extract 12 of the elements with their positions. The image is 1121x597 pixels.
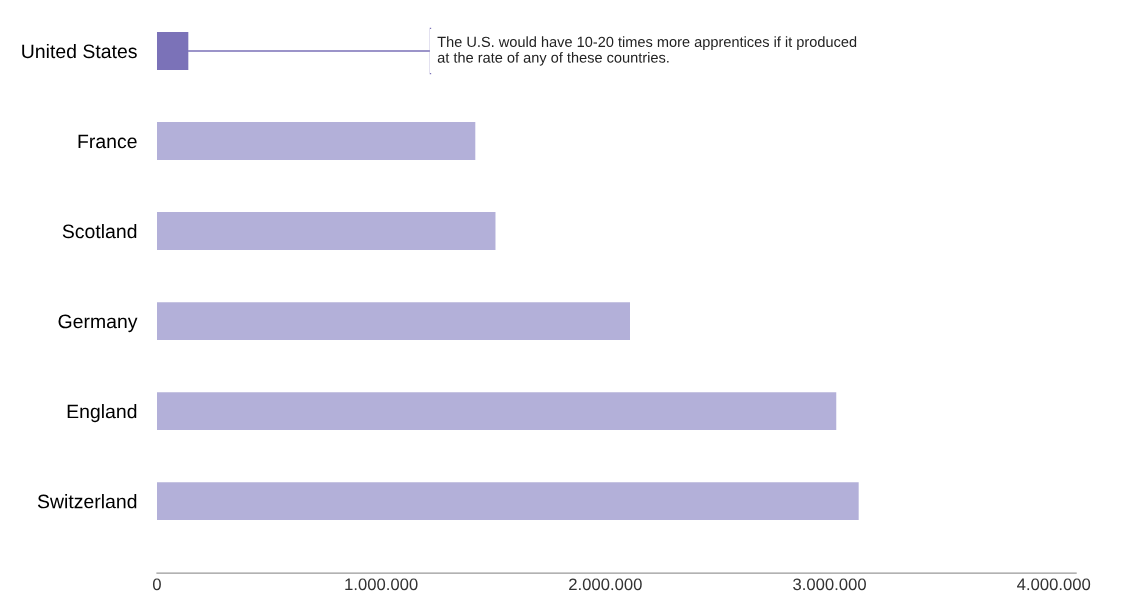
x-tick-label: 3.000.000: [793, 578, 866, 591]
x-tick-label: 4.000.000: [1017, 578, 1091, 591]
y-tick-label: Scotland: [62, 223, 137, 239]
x-tick-label: 2.000.000: [569, 578, 642, 591]
x-tick-label: 0: [152, 578, 161, 591]
x-tick-label: 1.000.000: [345, 578, 418, 591]
y-tick-label: Germany: [58, 314, 138, 333]
annotation: The U.S. would have 10-20 times more apprentices if it produced at the rate of any of these countries.: [437, 36, 857, 66]
y-tick-label: United States: [22, 43, 137, 59]
y-tick-label: France: [78, 134, 137, 149]
y-tick-label: England: [67, 404, 137, 423]
y-tick-label: Switzerland: [37, 494, 137, 509]
